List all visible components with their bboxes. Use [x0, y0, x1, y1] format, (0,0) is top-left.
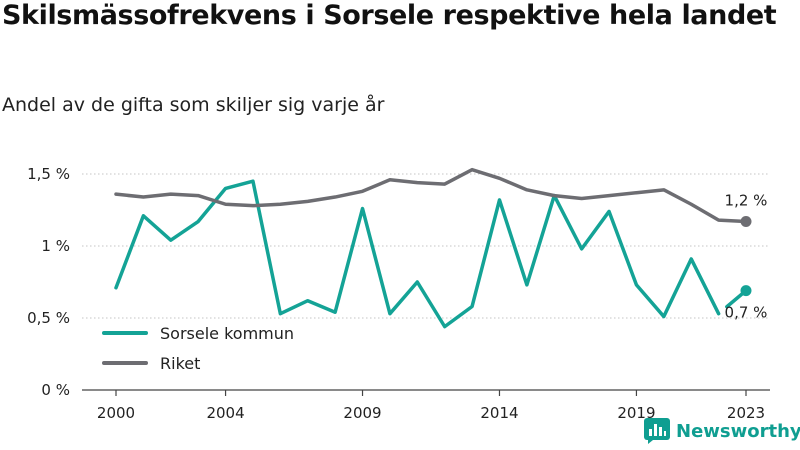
y-tick-label: 0 %	[41, 381, 70, 399]
chart-subtitle: Andel av de gifta som skiljer sig varje …	[2, 94, 385, 116]
y-tick-label: 1,5 %	[27, 165, 70, 183]
legend-swatch-sorsele	[102, 331, 148, 335]
legend-item-riket: Riket	[102, 348, 294, 378]
legend-label-riket: Riket	[160, 353, 201, 373]
series-line-sorsele	[114, 179, 721, 329]
x-tick-label: 2009	[343, 404, 381, 422]
legend-item-sorsele: Sorsele kommun	[102, 318, 294, 348]
x-tick-label: 2019	[617, 404, 655, 422]
legend-label-sorsele: Sorsele kommun	[160, 323, 295, 343]
brand-name: Newsworthy	[676, 420, 800, 442]
series-end-label-sorsele: 0,7 %	[725, 304, 768, 322]
newsworthy-logo: Newsworthy	[644, 418, 800, 444]
series-end-point-sorsele	[740, 285, 752, 297]
series-end-label-riket: 1,2 %	[725, 192, 768, 210]
chart-title: Skilsmässofrekvens i Sorsele respektive …	[2, 0, 777, 31]
series-end-point-riket	[740, 216, 752, 228]
x-tick-label: 2004	[206, 404, 244, 422]
x-tick-label: 2000	[97, 404, 135, 422]
chart-legend: Sorsele kommun Riket	[102, 318, 294, 378]
y-tick-label: 0,5 %	[27, 309, 70, 327]
bar-chart-logo-icon	[644, 418, 670, 444]
x-tick-label: 2014	[480, 404, 518, 422]
legend-swatch-riket	[102, 361, 148, 365]
x-tick-label: 2023	[727, 404, 765, 422]
series-line-riket	[114, 167, 748, 224]
y-tick-label: 1 %	[41, 237, 70, 255]
